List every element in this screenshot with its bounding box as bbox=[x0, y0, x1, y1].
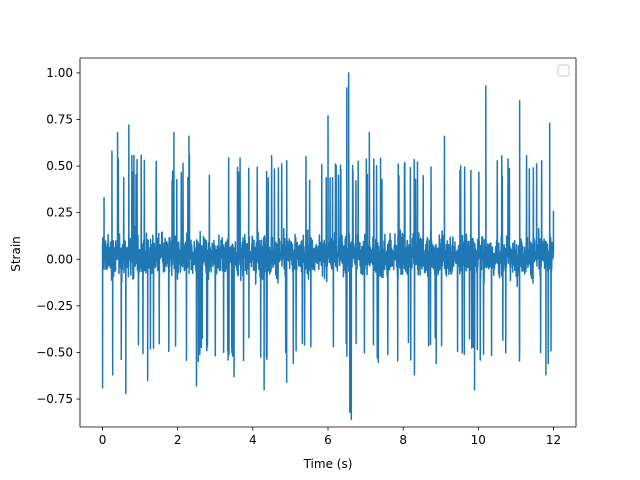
legend-box bbox=[557, 64, 570, 77]
y-tick-label: 0.50 bbox=[46, 159, 73, 173]
x-tick-label: 4 bbox=[249, 433, 257, 447]
y-tick-label: 0.25 bbox=[46, 206, 73, 220]
x-tick-label: 8 bbox=[399, 433, 407, 447]
series-layer bbox=[101, 72, 555, 421]
x-tick-label: 6 bbox=[324, 433, 332, 447]
y-tick-label: −0.25 bbox=[36, 299, 73, 313]
x-tick-label: 10 bbox=[471, 433, 486, 447]
x-tick-label: 12 bbox=[546, 433, 561, 447]
y-tick-label: 0.75 bbox=[46, 113, 73, 127]
y-axis-label: Strain bbox=[9, 236, 23, 272]
y-tick-label: 1.00 bbox=[46, 66, 73, 80]
y-tick-label: −0.75 bbox=[36, 392, 73, 406]
x-tick-label: 2 bbox=[174, 433, 182, 447]
series-line bbox=[101, 72, 555, 421]
y-tick-label: 0.00 bbox=[46, 252, 73, 266]
tick-layer: 0 2 4 6 8 10 12 −0.75 −0.50 −0.25 0.00 0.25 0.50 0.75… bbox=[36, 66, 561, 447]
x-tick-label: 0 bbox=[99, 433, 107, 447]
x-axis-label: Time (s) bbox=[303, 457, 353, 471]
y-tick-label: −0.50 bbox=[36, 345, 73, 359]
